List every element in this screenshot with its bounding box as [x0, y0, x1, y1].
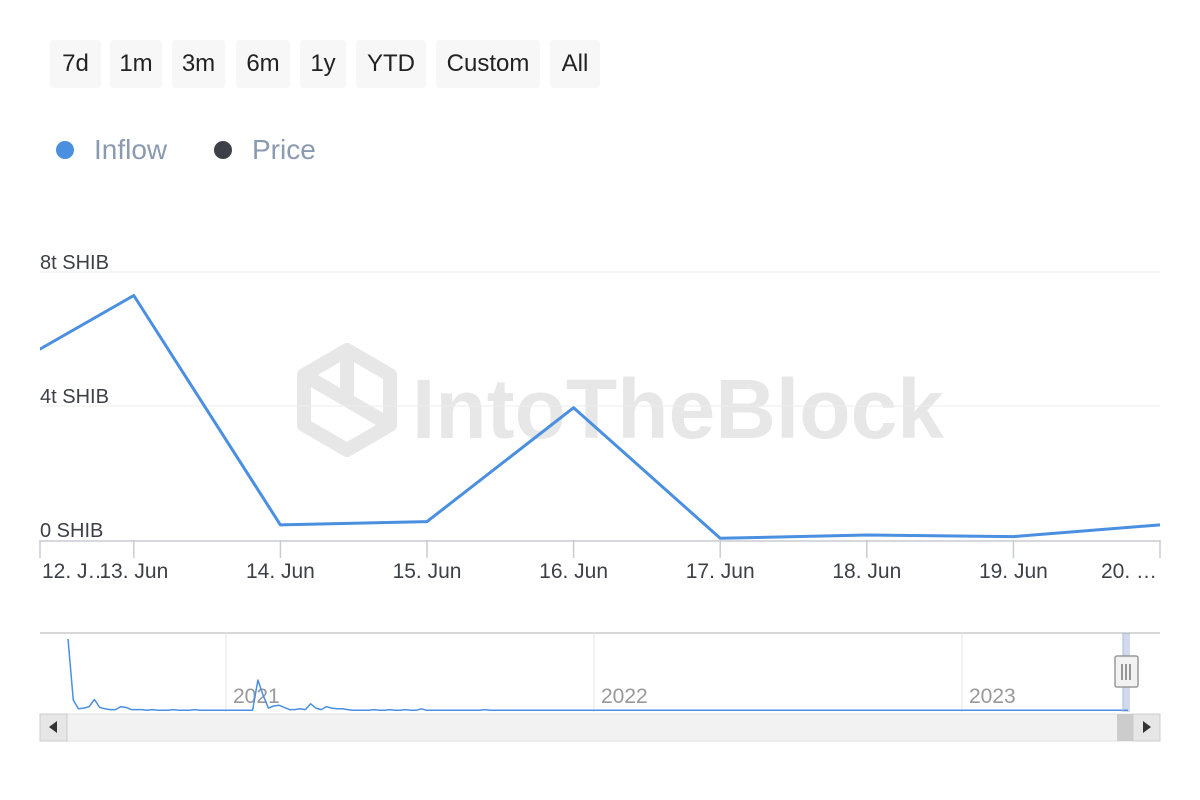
navigator-year-label: 2022	[601, 685, 648, 708]
x-tick-label: 16. Jun	[539, 560, 608, 583]
watermark-text: IntoTheBlock	[412, 362, 944, 456]
x-tick-label: 18. Jun	[832, 560, 901, 583]
range-button-all[interactable]: All	[550, 40, 600, 88]
y-tick-label: 4t SHIB	[40, 386, 109, 408]
range-button-3m[interactable]: 3m	[172, 40, 225, 88]
x-tick-label: 19. Jun	[979, 560, 1048, 583]
arrow-left-icon	[49, 721, 57, 733]
arrow-right-icon	[1143, 721, 1151, 733]
legend-item-inflow[interactable]: Inflow	[56, 130, 167, 170]
range-button-custom[interactable]: Custom	[436, 40, 540, 88]
x-tick-label: 12. J…	[42, 560, 109, 583]
x-tick-label: 15. Jun	[393, 560, 462, 583]
legend-marker-inflow	[56, 141, 74, 159]
range-button-1y[interactable]: 1y	[300, 40, 346, 88]
navigator-year-label: 2023	[969, 685, 1016, 708]
scrollbar-track[interactable]	[39, 713, 1161, 742]
scrollbar-thumb[interactable]	[1117, 714, 1133, 741]
legend-marker-price	[214, 141, 232, 159]
x-tick-label: 20. …	[1101, 560, 1157, 583]
legend-label-inflow: Inflow	[94, 134, 168, 165]
legend-item-price[interactable]: Price	[214, 130, 316, 170]
navigator-year-label: 2021	[233, 685, 280, 708]
x-tick-label: 14. Jun	[246, 560, 315, 583]
range-button-1m[interactable]: 1m	[110, 40, 162, 88]
range-button-ytd[interactable]: YTD	[356, 40, 426, 88]
watermark-logo-icon	[297, 343, 397, 457]
x-tick-label: 17. Jun	[686, 560, 755, 583]
range-button-6m[interactable]: 6m	[236, 40, 290, 88]
range-button-7d[interactable]: 7d	[50, 40, 101, 88]
watermark: IntoTheBlock	[297, 343, 944, 457]
navigator-series-line	[67, 638, 1128, 712]
legend-label-price: Price	[252, 134, 316, 165]
y-tick-label: 0 SHIB	[40, 520, 103, 542]
x-tick-label: 13. Jun	[99, 560, 168, 583]
y-tick-label: 8t SHIB	[40, 252, 109, 274]
series-line-inflow	[40, 294, 1160, 540]
